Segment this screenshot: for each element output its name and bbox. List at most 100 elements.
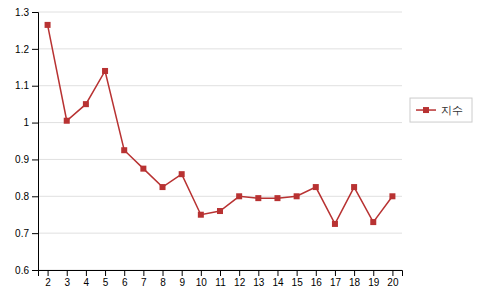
- tick-mark: [32, 196, 38, 197]
- tick: 9: [179, 270, 185, 288]
- tick-mark: [143, 270, 144, 276]
- tick-label: 7: [141, 277, 147, 288]
- grid-line: [38, 122, 402, 123]
- tick-mark: [258, 270, 259, 276]
- tick-mark: [373, 270, 374, 276]
- tick-label: 18: [349, 277, 361, 288]
- chart: 2345678910111213141516171819200.60.70.80…: [0, 0, 480, 296]
- tick-label: 1.2: [15, 44, 29, 55]
- tick-label: 8: [160, 277, 166, 288]
- tick-mark: [32, 49, 38, 50]
- legend-marker: [423, 107, 429, 113]
- tick-mark: [67, 270, 68, 276]
- tick-mark: [163, 270, 164, 276]
- tick: 20: [387, 270, 399, 288]
- tick-label: 17: [330, 277, 342, 288]
- tick: 12: [234, 270, 246, 288]
- point: [370, 219, 376, 225]
- tick-label: 19: [368, 277, 380, 288]
- tick-mark: [392, 270, 393, 276]
- tick-mark: [182, 270, 183, 276]
- point: [140, 166, 146, 172]
- legend-frame: [410, 98, 472, 122]
- tick: 11: [215, 270, 226, 288]
- tick: 15: [292, 270, 304, 288]
- plot: 2345678910111213141516171819200.60.70.80…: [15, 7, 402, 288]
- axis-line: [32, 13, 39, 271]
- tick-label: 4: [84, 277, 90, 288]
- axis-line: [39, 271, 403, 277]
- grid-line: [38, 196, 402, 197]
- point: [64, 118, 70, 124]
- tick: 0.6: [15, 265, 38, 276]
- y-axis: 0.6 0.7 0.8 0.9 1 1.1 1.2 1.3: [15, 7, 38, 276]
- tick-mark: [239, 270, 240, 276]
- tick-mark: [32, 86, 38, 87]
- tick-label: 0.7: [15, 228, 29, 239]
- tick-label: 15: [292, 277, 304, 288]
- tick-label: 9: [179, 277, 185, 288]
- tick-label: 5: [103, 277, 109, 288]
- tick: 4: [84, 270, 90, 288]
- tick: 17: [330, 270, 342, 288]
- tick-mark: [277, 270, 278, 276]
- tick-label: 14: [272, 277, 284, 288]
- point: [83, 101, 89, 107]
- marks: [45, 22, 396, 227]
- tick: 14: [272, 270, 284, 288]
- tick-label: 16: [311, 277, 323, 288]
- tick: 7: [141, 270, 147, 288]
- point: [121, 147, 127, 153]
- point: [45, 22, 51, 28]
- tick-label: 0.8: [15, 191, 29, 202]
- tick-label: 6: [122, 277, 128, 288]
- tick: 2: [45, 270, 51, 288]
- tick-mark: [316, 270, 317, 276]
- tick-label: 20: [387, 277, 399, 288]
- tick: 19: [368, 270, 380, 288]
- grid-line: [38, 159, 402, 160]
- tick: 1.2: [15, 44, 38, 55]
- tick-mark: [220, 270, 221, 276]
- tick: 10: [196, 270, 208, 288]
- tick: 0.8: [15, 191, 38, 202]
- point: [198, 212, 204, 218]
- grid-line: [38, 85, 402, 86]
- tick-mark: [297, 270, 298, 276]
- tick-mark: [124, 270, 125, 276]
- tick-label: 11: [215, 277, 226, 288]
- tick-mark: [201, 270, 202, 276]
- grid: [38, 12, 402, 270]
- line: [48, 25, 393, 224]
- tick: 1.3: [15, 7, 38, 18]
- tick-label: 3: [64, 277, 70, 288]
- tick: 8: [160, 270, 166, 288]
- tick-mark: [105, 270, 106, 276]
- tick-mark: [335, 270, 336, 276]
- point: [160, 184, 166, 190]
- tick: 0.9: [15, 154, 38, 165]
- tick-mark: [48, 270, 49, 276]
- tick: 13: [253, 270, 265, 288]
- grid-line: [38, 12, 402, 13]
- tick-mark: [354, 270, 355, 276]
- tick-mark: [32, 159, 38, 160]
- point: [351, 184, 357, 190]
- tick: 1.1: [15, 80, 38, 91]
- point: [255, 195, 261, 201]
- tick: 3: [64, 270, 70, 288]
- tick: 16: [311, 270, 323, 288]
- legend-label: 지수: [441, 104, 463, 117]
- tick-label: 10: [196, 277, 208, 288]
- tick: 1: [23, 117, 38, 128]
- tick: 18: [349, 270, 361, 288]
- tick-mark: [32, 12, 38, 13]
- tick-label: 13: [253, 277, 265, 288]
- tick-label: 1: [23, 117, 29, 128]
- tick-label: 0.9: [15, 154, 29, 165]
- tick-mark: [32, 123, 38, 124]
- tick: 0.7: [15, 228, 38, 239]
- point: [236, 193, 242, 199]
- legend-item: 지수: [416, 104, 463, 117]
- point: [332, 221, 338, 227]
